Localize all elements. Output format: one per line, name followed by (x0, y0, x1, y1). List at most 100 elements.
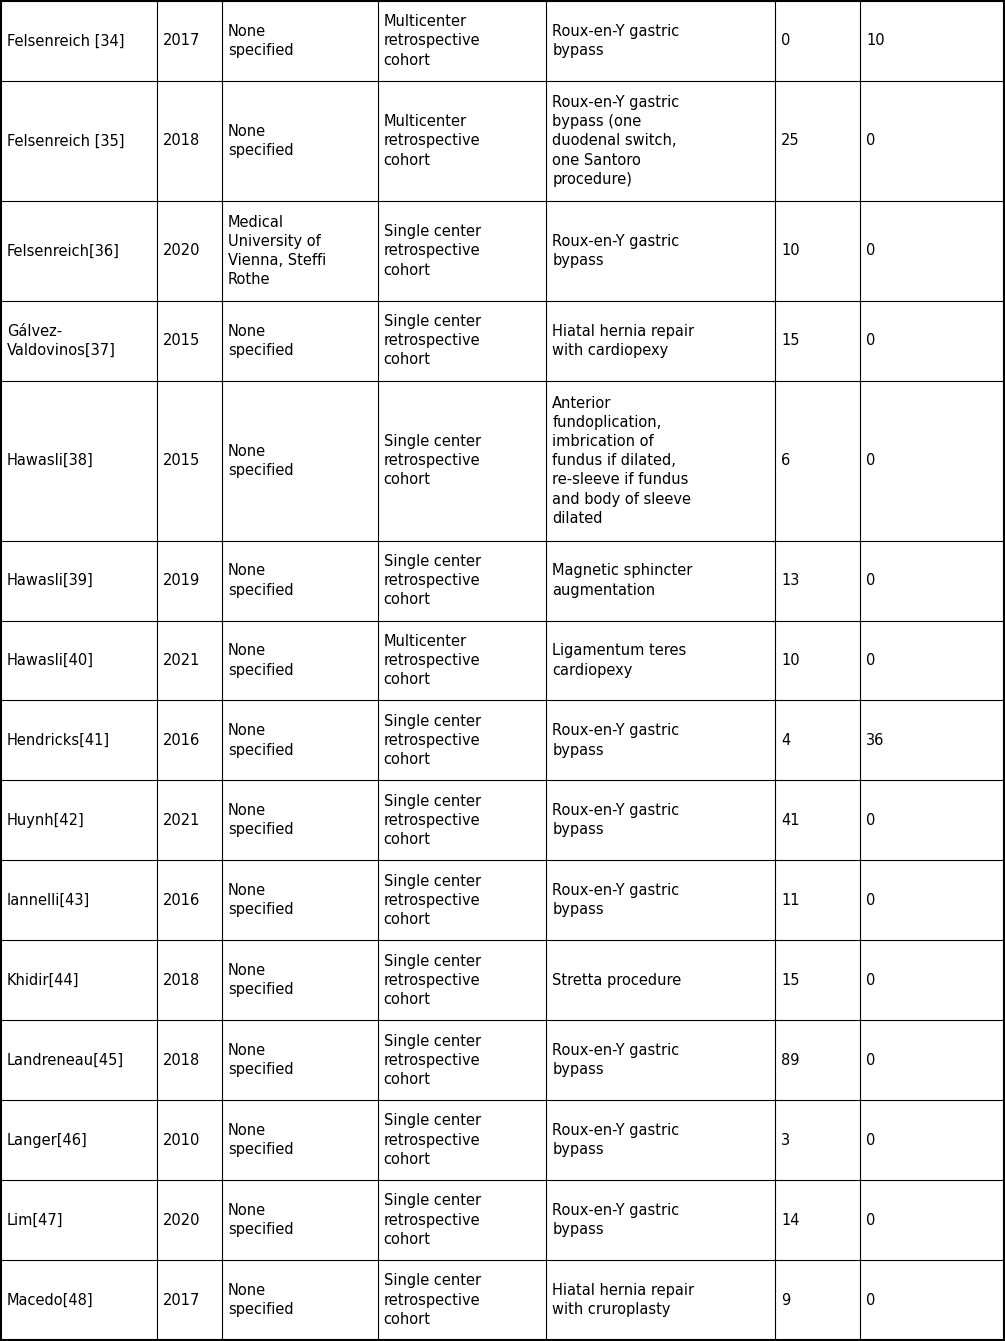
Text: 9: 9 (781, 1293, 790, 1307)
Text: Hiatal hernia repair
with cruroplasty: Hiatal hernia repair with cruroplasty (552, 1283, 694, 1317)
Text: 0: 0 (866, 1293, 875, 1307)
Text: 2016: 2016 (163, 893, 200, 908)
Text: Felsenreich[36]: Felsenreich[36] (7, 243, 120, 259)
Text: Lim[47]: Lim[47] (7, 1212, 63, 1227)
Text: None
specified: None specified (228, 24, 293, 58)
Text: Hawasli[38]: Hawasli[38] (7, 453, 93, 468)
Text: 0: 0 (866, 813, 875, 827)
Text: 14: 14 (781, 1212, 800, 1227)
Text: Magnetic sphincter
augmentation: Magnetic sphincter augmentation (552, 563, 692, 598)
Text: 0: 0 (866, 1053, 875, 1067)
Text: 25: 25 (781, 133, 800, 149)
Text: Roux-en-Y gastric
bypass: Roux-en-Y gastric bypass (552, 1203, 679, 1238)
Text: 2021: 2021 (163, 813, 200, 827)
Text: Roux-en-Y gastric
bypass (one
duodenal switch,
one Santoro
procedure): Roux-en-Y gastric bypass (one duodenal s… (552, 95, 679, 186)
Text: 0: 0 (866, 653, 875, 668)
Text: Roux-en-Y gastric
bypass: Roux-en-Y gastric bypass (552, 24, 679, 58)
Text: 0: 0 (866, 453, 875, 468)
Text: Multicenter
retrospective
cohort: Multicenter retrospective cohort (384, 114, 480, 168)
Text: 36: 36 (866, 734, 884, 748)
Text: 2018: 2018 (163, 972, 200, 988)
Text: Single center
retrospective
cohort: Single center retrospective cohort (384, 224, 480, 278)
Text: Hiatal hernia repair
with cardiopexy: Hiatal hernia repair with cardiopexy (552, 323, 694, 358)
Text: None
specified: None specified (228, 963, 293, 998)
Text: Roux-en-Y gastric
bypass: Roux-en-Y gastric bypass (552, 1122, 679, 1157)
Text: None
specified: None specified (228, 884, 293, 917)
Text: Hendricks[41]: Hendricks[41] (7, 734, 111, 748)
Text: 0: 0 (866, 243, 875, 259)
Text: Roux-en-Y gastric
bypass: Roux-en-Y gastric bypass (552, 1043, 679, 1077)
Text: 0: 0 (866, 1212, 875, 1227)
Text: Felsenreich [34]: Felsenreich [34] (7, 34, 125, 48)
Text: Multicenter
retrospective
cohort: Multicenter retrospective cohort (384, 634, 480, 687)
Text: 2020: 2020 (163, 243, 200, 259)
Text: Langer[46]: Langer[46] (7, 1133, 87, 1148)
Text: 2021: 2021 (163, 653, 200, 668)
Text: 13: 13 (781, 573, 799, 589)
Text: 2017: 2017 (163, 1293, 200, 1307)
Text: 6: 6 (781, 453, 790, 468)
Text: 0: 0 (866, 972, 875, 988)
Text: None
specified: None specified (228, 1283, 293, 1317)
Text: Ligamentum teres
cardiopexy: Ligamentum teres cardiopexy (552, 644, 686, 677)
Text: Roux-en-Y gastric
bypass: Roux-en-Y gastric bypass (552, 723, 679, 758)
Text: Roux-en-Y gastric
bypass: Roux-en-Y gastric bypass (552, 884, 679, 917)
Text: Stretta procedure: Stretta procedure (552, 972, 681, 988)
Text: None
specified: None specified (228, 1122, 293, 1157)
Text: 2018: 2018 (163, 133, 200, 149)
Text: Multicenter
retrospective
cohort: Multicenter retrospective cohort (384, 15, 480, 67)
Text: 2015: 2015 (163, 453, 200, 468)
Text: Single center
retrospective
cohort: Single center retrospective cohort (384, 314, 480, 367)
Text: Single center
retrospective
cohort: Single center retrospective cohort (384, 1193, 480, 1247)
Text: 10: 10 (781, 243, 800, 259)
Text: 2018: 2018 (163, 1053, 200, 1067)
Text: None
specified: None specified (228, 323, 293, 358)
Text: Single center
retrospective
cohort: Single center retrospective cohort (384, 1113, 480, 1167)
Text: None
specified: None specified (228, 803, 293, 838)
Text: None
specified: None specified (228, 723, 293, 758)
Text: Anterior
fundoplication,
imbrication of
fundus if dilated,
re-sleeve if fundus
a: Anterior fundoplication, imbrication of … (552, 396, 691, 526)
Text: Khidir[44]: Khidir[44] (7, 972, 79, 988)
Text: 2020: 2020 (163, 1212, 200, 1227)
Text: 89: 89 (781, 1053, 800, 1067)
Text: Iannelli[43]: Iannelli[43] (7, 893, 90, 908)
Text: Landreneau[45]: Landreneau[45] (7, 1053, 125, 1067)
Text: Felsenreich [35]: Felsenreich [35] (7, 133, 125, 149)
Text: 4: 4 (781, 734, 790, 748)
Text: Single center
retrospective
cohort: Single center retrospective cohort (384, 713, 480, 767)
Text: 10: 10 (781, 653, 800, 668)
Text: None
specified: None specified (228, 563, 293, 598)
Text: 2017: 2017 (163, 34, 200, 48)
Text: 2015: 2015 (163, 334, 200, 349)
Text: None
specified: None specified (228, 1043, 293, 1077)
Text: 2016: 2016 (163, 734, 200, 748)
Text: Huynh[42]: Huynh[42] (7, 813, 84, 827)
Text: 0: 0 (781, 34, 791, 48)
Text: 15: 15 (781, 972, 800, 988)
Text: Single center
retrospective
cohort: Single center retrospective cohort (384, 1274, 480, 1326)
Text: 0: 0 (866, 334, 875, 349)
Text: 10: 10 (866, 34, 885, 48)
Text: Roux-en-Y gastric
bypass: Roux-en-Y gastric bypass (552, 803, 679, 838)
Text: 3: 3 (781, 1133, 790, 1148)
Text: Hawasli[39]: Hawasli[39] (7, 573, 93, 589)
Text: Single center
retrospective
cohort: Single center retrospective cohort (384, 434, 480, 487)
Text: Single center
retrospective
cohort: Single center retrospective cohort (384, 1034, 480, 1088)
Text: 0: 0 (866, 1133, 875, 1148)
Text: 15: 15 (781, 334, 800, 349)
Text: 41: 41 (781, 813, 800, 827)
Text: Single center
retrospective
cohort: Single center retrospective cohort (384, 794, 480, 848)
Text: Medical
University of
Vienna, Steffi
Rothe: Medical University of Vienna, Steffi Rot… (228, 215, 327, 287)
Text: None
specified: None specified (228, 1203, 293, 1238)
Text: Roux-en-Y gastric
bypass: Roux-en-Y gastric bypass (552, 233, 679, 268)
Text: Gálvez-
Valdovinos[37]: Gálvez- Valdovinos[37] (7, 323, 116, 358)
Text: 0: 0 (866, 573, 875, 589)
Text: None
specified: None specified (228, 644, 293, 677)
Text: 11: 11 (781, 893, 800, 908)
Text: None
specified: None specified (228, 123, 293, 158)
Text: Single center
retrospective
cohort: Single center retrospective cohort (384, 554, 480, 607)
Text: None
specified: None specified (228, 444, 293, 477)
Text: 0: 0 (866, 133, 875, 149)
Text: 2019: 2019 (163, 573, 200, 589)
Text: Single center
retrospective
cohort: Single center retrospective cohort (384, 873, 480, 927)
